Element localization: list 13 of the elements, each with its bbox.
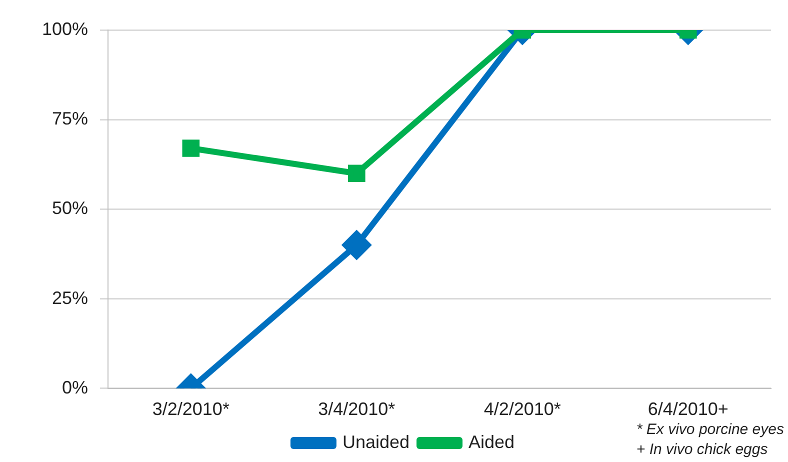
x-tick-label: 3/4/2010* bbox=[318, 399, 396, 420]
text: * Ex vivo porcine eyes bbox=[636, 420, 784, 440]
x-tick-label: 6/4/2010+ bbox=[648, 399, 728, 420]
y-tick-label: 100% bbox=[42, 18, 88, 39]
legend-label: Aided bbox=[468, 432, 515, 452]
y-tick-label: 0% bbox=[62, 377, 88, 398]
text: + In vivo chick eggs bbox=[636, 440, 769, 460]
x-tick-label: 4/2/2010* bbox=[484, 399, 561, 420]
legend-label: Unaided bbox=[342, 432, 410, 452]
y-tick-label: 75% bbox=[52, 108, 88, 129]
x-tick-label: 3/2/2010* bbox=[152, 399, 230, 420]
y-tick-label: 50% bbox=[52, 198, 88, 218]
y-tick-label: 25% bbox=[52, 288, 88, 308]
